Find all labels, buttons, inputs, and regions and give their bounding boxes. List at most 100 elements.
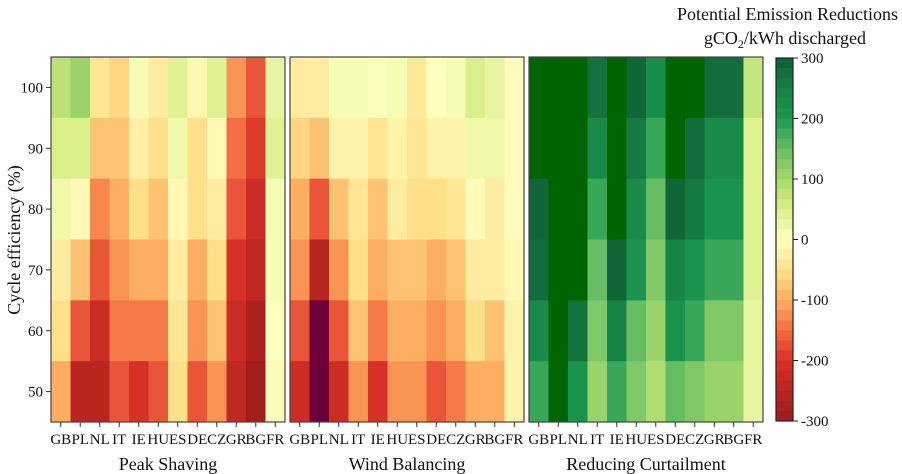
heatmap-cell [265, 300, 286, 362]
colorbar-segment [776, 189, 793, 200]
heatmap-cell [148, 57, 169, 119]
heatmap-cell [109, 178, 130, 240]
heatmap-cell [226, 178, 247, 240]
heatmap-cell [568, 117, 588, 180]
heatmap-cell [587, 239, 608, 301]
heatmap-cell [504, 178, 525, 240]
heatmap-cell [665, 178, 686, 240]
colorbar-segment [776, 98, 793, 109]
heatmap-cell [646, 300, 666, 362]
heatmap-cell [309, 361, 330, 423]
heatmap-cell [168, 117, 188, 180]
heatmap-cell [148, 117, 169, 180]
colorbar-segment [776, 390, 793, 402]
heatmap-cell [290, 57, 310, 119]
heatmap-cell [168, 300, 188, 362]
colorbar-segment [776, 58, 793, 69]
heatmap-cell [446, 239, 466, 301]
heatmap-cell [368, 239, 388, 301]
colorbar-segment [776, 219, 793, 230]
x-tick-label: NL [90, 432, 110, 448]
x-tick-label: GR [704, 432, 725, 448]
heatmap-cell [290, 361, 310, 423]
panel-frame [528, 56, 764, 423]
heatmap-cell [685, 178, 705, 240]
heatmap-cell [724, 57, 744, 119]
x-tick-label: IT [590, 432, 604, 448]
heatmap-cell [504, 300, 525, 362]
heatmap-cell [329, 57, 349, 119]
colorbar-segment [776, 249, 793, 261]
heatmap-cell [548, 117, 569, 180]
heatmap-cell [568, 57, 588, 119]
heatmap-cell [168, 178, 188, 240]
colorbar-segment [776, 229, 793, 240]
heatmap-cell [90, 361, 110, 423]
heatmap-cell [607, 178, 627, 240]
colorbar-segment [776, 300, 793, 311]
heatmap-cell [187, 57, 208, 119]
heatmap-cell [685, 117, 705, 180]
heatmap-cell [368, 178, 388, 240]
heatmap-cell [587, 178, 608, 240]
x-tick-label: IE [371, 432, 385, 448]
heatmap-cell [485, 300, 505, 362]
x-tick-label: PL [549, 432, 567, 448]
heatmap-cell [426, 178, 447, 240]
heatmap-cell [226, 239, 247, 301]
panel-frame [289, 56, 525, 423]
heatmap-cell [148, 239, 169, 301]
heatmap-cell [607, 361, 627, 423]
heatmap-cell [265, 178, 286, 240]
heatmap-cell [646, 117, 666, 180]
heatmap-cell [685, 57, 705, 119]
heatmap-cell [51, 300, 71, 362]
heatmap-cell [665, 117, 686, 180]
heatmap-cell [187, 178, 208, 240]
heatmap-cell [626, 239, 647, 301]
heatmap-cell [743, 361, 764, 423]
panel-title: Peak Shaving [119, 454, 218, 474]
heatmap-cell [743, 57, 764, 119]
heatmap-cell [743, 178, 764, 240]
colorbar-segment [776, 410, 793, 422]
y-tick-label: 60 [28, 324, 43, 340]
heatmap-cell [246, 361, 266, 423]
colorbar-segment [776, 380, 793, 392]
heatmap-cell [329, 178, 349, 240]
heatmap-cell [129, 117, 149, 180]
x-tick-label: CZ [207, 432, 226, 448]
x-tick-label: GR [465, 432, 486, 448]
heatmap-cell [626, 117, 647, 180]
heatmap-cell [685, 361, 705, 423]
heatmap-cell [568, 300, 588, 362]
heatmap-cell [407, 178, 427, 240]
x-tick-label: IT [112, 432, 126, 448]
heatmap-cell [348, 57, 369, 119]
colorbar-segment [776, 168, 793, 180]
colorbar-tick-label: 300 [801, 51, 824, 67]
colorbar-segment [776, 118, 793, 130]
heatmap-cell [109, 57, 130, 119]
colorbar-title-line1: Potential Emission Reductions [677, 4, 898, 24]
heatmap-cell [329, 117, 349, 180]
heatmap-cell [148, 361, 169, 423]
heatmap-cell [265, 361, 286, 423]
x-tick-label: GB [289, 432, 310, 448]
heatmap-cell [348, 361, 369, 423]
colorbar-tick-label: -300 [801, 414, 829, 430]
heatmap-cell [646, 361, 666, 423]
heatmap-cell [51, 239, 71, 301]
heatmap-cell [704, 239, 725, 301]
colorbar-segment [776, 209, 793, 220]
heatmap-cell [265, 57, 286, 119]
heatmap-cell [368, 117, 388, 180]
heatmap-cell [90, 239, 110, 301]
heatmap-cell [187, 361, 208, 423]
x-tick-label: ES [647, 432, 665, 448]
heatmap-cell [704, 300, 725, 362]
heatmap-cell [465, 117, 486, 180]
heatmap-cell [226, 361, 247, 423]
